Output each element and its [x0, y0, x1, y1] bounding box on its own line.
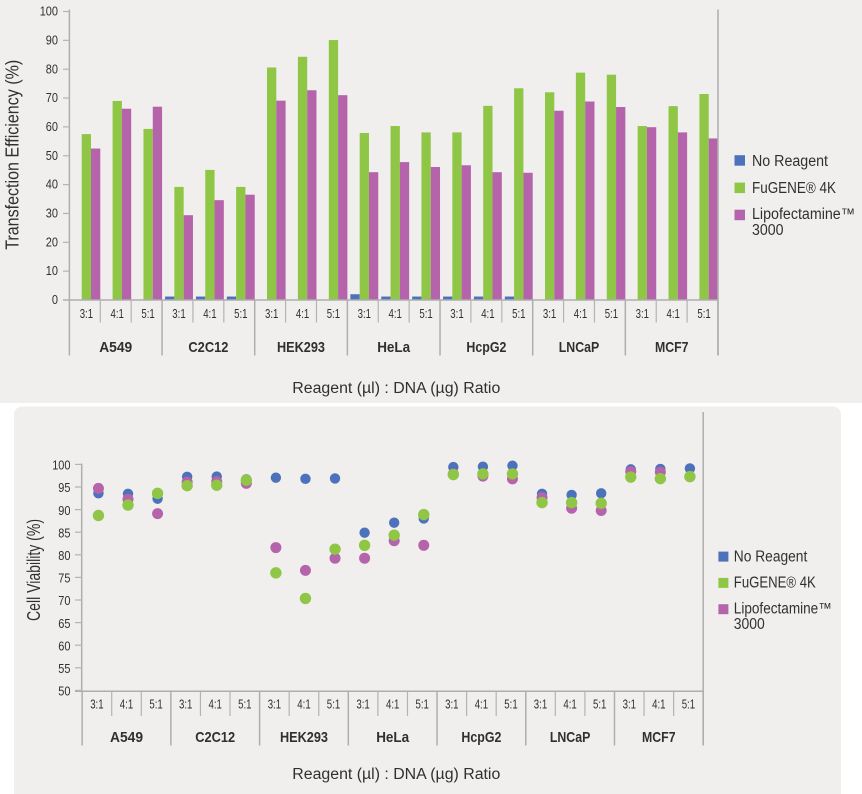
svg-text:90: 90: [46, 33, 58, 47]
svg-text:5:1: 5:1: [149, 697, 162, 711]
svg-text:C2C12: C2C12: [188, 339, 228, 356]
svg-text:4:1: 4:1: [475, 697, 488, 711]
svg-text:55: 55: [58, 662, 70, 676]
svg-text:40: 40: [46, 178, 58, 192]
svg-text:5:1: 5:1: [504, 697, 517, 711]
svg-text:Lipofectamine™: Lipofectamine™: [734, 600, 832, 617]
svg-text:5:1: 5:1: [682, 697, 695, 711]
svg-text:3:1: 3:1: [623, 697, 636, 711]
svg-text:0: 0: [52, 293, 58, 307]
svg-text:3:1: 3:1: [179, 697, 192, 711]
svg-text:4:1: 4:1: [386, 697, 399, 711]
svg-text:LNCaP: LNCaP: [559, 339, 600, 356]
svg-text:4:1: 4:1: [667, 307, 680, 321]
svg-text:FuGENE® 4K: FuGENE® 4K: [752, 180, 837, 197]
svg-text:3:1: 3:1: [90, 697, 103, 711]
svg-text:No Reagent: No Reagent: [752, 153, 829, 170]
svg-text:4:1: 4:1: [209, 697, 222, 711]
svg-text:100: 100: [40, 5, 58, 19]
svg-text:95: 95: [58, 481, 70, 495]
svg-text:HcpG2: HcpG2: [461, 729, 501, 746]
svg-text:5:1: 5:1: [238, 697, 251, 711]
svg-text:A549: A549: [99, 339, 132, 356]
svg-text:Reagent (µl) : DNA (µg) Ratio: Reagent (µl) : DNA (µg) Ratio: [292, 380, 500, 397]
svg-text:C2C12: C2C12: [195, 729, 235, 746]
svg-text:FuGENE® 4K: FuGENE® 4K: [734, 575, 817, 592]
svg-text:HcpG2: HcpG2: [466, 339, 506, 356]
svg-text:5:1: 5:1: [697, 307, 710, 321]
svg-text:4:1: 4:1: [297, 697, 310, 711]
svg-text:3:1: 3:1: [450, 307, 463, 321]
svg-text:5:1: 5:1: [593, 697, 606, 711]
svg-text:MCF7: MCF7: [655, 339, 689, 356]
svg-text:20: 20: [46, 235, 58, 249]
svg-text:No Reagent: No Reagent: [734, 548, 808, 565]
svg-text:HEK293: HEK293: [280, 729, 328, 746]
svg-text:5:1: 5:1: [419, 307, 432, 321]
svg-text:5:1: 5:1: [234, 307, 247, 321]
svg-text:60: 60: [58, 639, 70, 653]
svg-text:3:1: 3:1: [534, 697, 547, 711]
svg-text:3000: 3000: [752, 222, 784, 239]
svg-text:50: 50: [58, 685, 70, 699]
svg-text:Transfection Efficiency (%): Transfection Efficiency (%): [3, 60, 23, 250]
svg-text:4:1: 4:1: [574, 307, 587, 321]
svg-text:3:1: 3:1: [268, 697, 281, 711]
svg-text:4:1: 4:1: [652, 697, 665, 711]
svg-text:10: 10: [46, 264, 58, 278]
svg-text:75: 75: [58, 572, 70, 586]
svg-text:5:1: 5:1: [416, 697, 429, 711]
svg-text:3:1: 3:1: [356, 697, 369, 711]
svg-text:A549: A549: [110, 729, 143, 746]
svg-text:4:1: 4:1: [389, 307, 402, 321]
svg-text:3:1: 3:1: [636, 307, 649, 321]
svg-text:LNCaP: LNCaP: [550, 729, 591, 746]
svg-text:4:1: 4:1: [111, 307, 124, 321]
svg-text:3:1: 3:1: [445, 697, 458, 711]
svg-text:70: 70: [58, 594, 70, 608]
svg-text:3:1: 3:1: [265, 307, 278, 321]
svg-text:4:1: 4:1: [203, 307, 216, 321]
svg-text:HeLa: HeLa: [377, 339, 411, 356]
svg-text:50: 50: [46, 149, 58, 163]
svg-text:3:1: 3:1: [80, 307, 93, 321]
svg-text:90: 90: [58, 504, 70, 518]
svg-text:5:1: 5:1: [512, 307, 525, 321]
svg-text:4:1: 4:1: [296, 307, 309, 321]
svg-text:Cell Viability (%): Cell Viability (%): [24, 519, 44, 621]
svg-text:5:1: 5:1: [327, 307, 340, 321]
svg-text:HeLa: HeLa: [376, 729, 410, 746]
svg-text:Lipofectamine™: Lipofectamine™: [752, 206, 855, 223]
svg-text:3:1: 3:1: [358, 307, 371, 321]
svg-text:80: 80: [46, 62, 58, 76]
svg-text:30: 30: [46, 207, 58, 221]
svg-text:4:1: 4:1: [563, 697, 576, 711]
svg-text:Reagent (µl) : DNA (µg) Ratio: Reagent (µl) : DNA (µg) Ratio: [292, 766, 500, 783]
svg-text:3:1: 3:1: [172, 307, 185, 321]
svg-text:4:1: 4:1: [481, 307, 494, 321]
svg-text:MCF7: MCF7: [642, 729, 676, 746]
svg-text:5:1: 5:1: [327, 697, 340, 711]
svg-text:3000: 3000: [734, 616, 765, 633]
svg-text:3:1: 3:1: [543, 307, 556, 321]
svg-text:5:1: 5:1: [605, 307, 618, 321]
svg-text:80: 80: [58, 549, 70, 563]
svg-text:100: 100: [52, 459, 70, 473]
svg-text:85: 85: [58, 526, 70, 540]
svg-text:4:1: 4:1: [120, 697, 133, 711]
svg-text:65: 65: [58, 617, 70, 631]
svg-text:60: 60: [46, 120, 58, 134]
svg-text:5:1: 5:1: [141, 307, 154, 321]
svg-text:70: 70: [46, 91, 58, 105]
svg-text:HEK293: HEK293: [277, 339, 325, 356]
